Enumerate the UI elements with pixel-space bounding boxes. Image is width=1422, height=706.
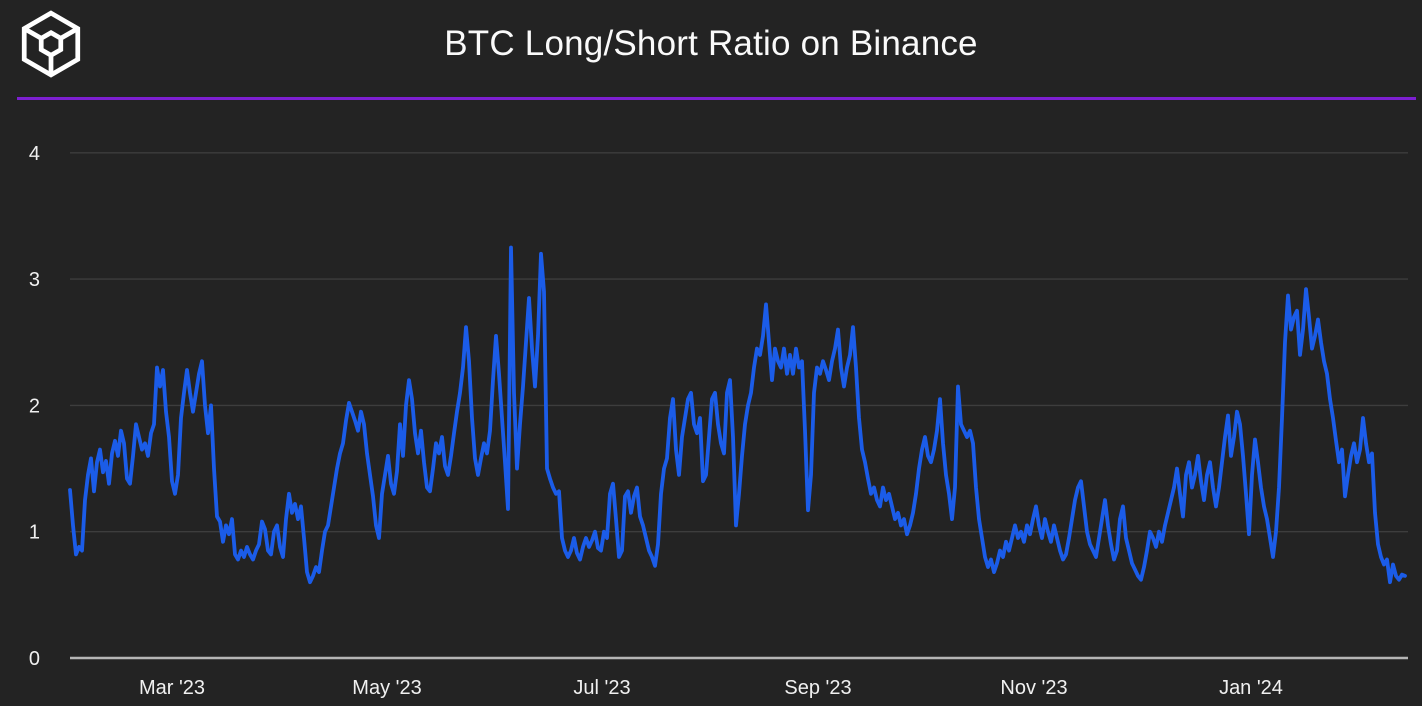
y-tick-label-3: 3 xyxy=(29,269,40,291)
logo-cube-wireframe xyxy=(21,10,81,78)
axis-labels-group: 0 1 2 3 4 Mar '23 May '23 Jul '23 Sep '23 Nov '23… xyxy=(29,143,1283,699)
series-group xyxy=(68,245,1407,585)
y-tick-label-4: 4 xyxy=(29,143,40,165)
x-tick-label: Jul '23 xyxy=(573,677,630,699)
chart-title: BTC Long/Short Ratio on Binance xyxy=(444,24,978,63)
y-tick-label-2: 2 xyxy=(29,395,40,417)
x-tick-label: Jan '24 xyxy=(1219,677,1283,699)
x-tick-label: May '23 xyxy=(352,677,421,699)
header-divider-rule xyxy=(17,97,1416,100)
gridlines-group xyxy=(70,152,1408,660)
y-tick-label-1: 1 xyxy=(29,522,40,544)
the-block-logo-icon xyxy=(21,10,81,78)
x-tick-label: Mar '23 xyxy=(139,677,205,699)
x-tick-label: Sep '23 xyxy=(784,677,851,699)
x-tick-label: Nov '23 xyxy=(1000,677,1067,699)
y-tick-label-0: 0 xyxy=(29,648,40,670)
ratio-line-series xyxy=(68,245,1407,585)
